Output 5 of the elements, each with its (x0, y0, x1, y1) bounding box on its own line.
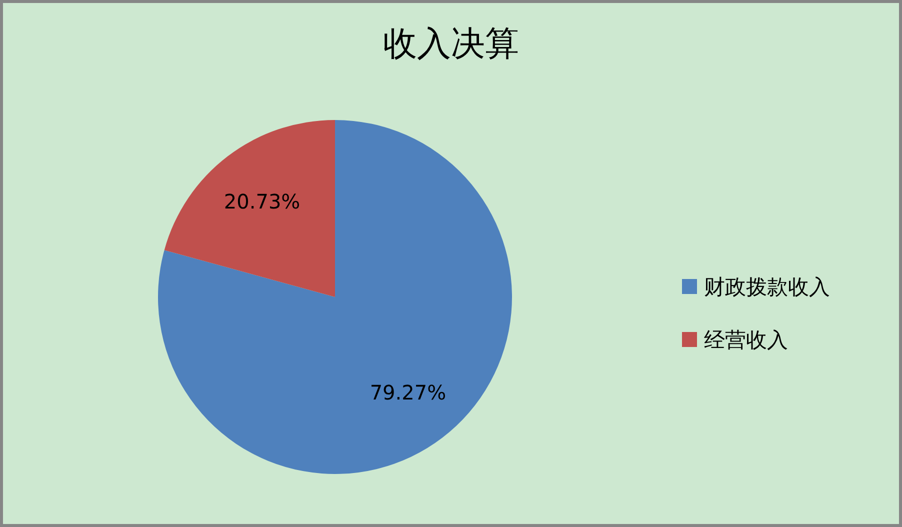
data-label: 20.73% (224, 189, 300, 214)
data-label: 79.27% (370, 380, 446, 405)
chart-title: 收入决算 (383, 26, 519, 63)
legend-label: 财政拨款收入 (704, 276, 830, 299)
legend-label: 经营收入 (704, 329, 788, 352)
